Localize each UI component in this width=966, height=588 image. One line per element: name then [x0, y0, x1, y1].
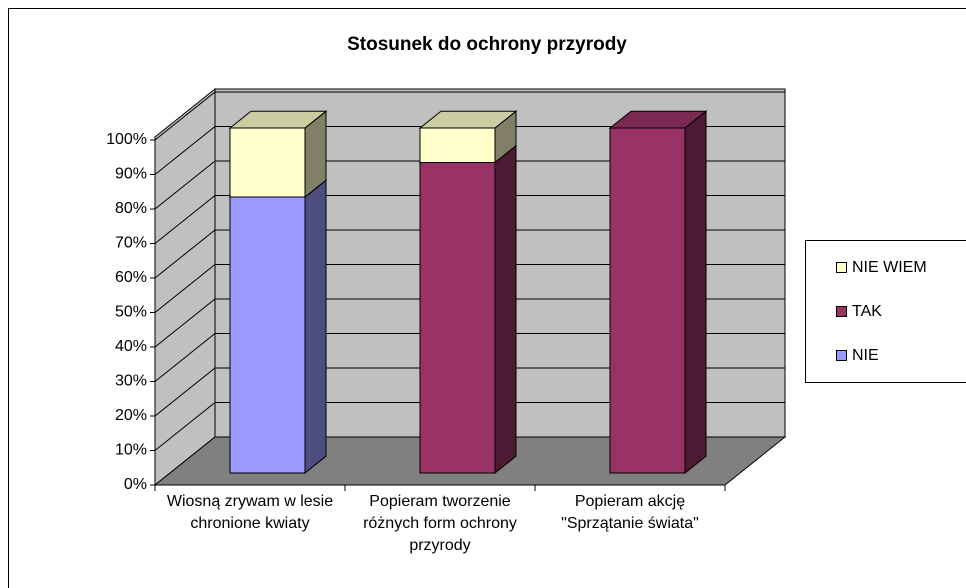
grid-line [154, 195, 785, 244]
legend-label: TAK [852, 303, 882, 320]
bar-front [609, 127, 686, 474]
chart-title: Stosunek do ochrony przyrody [347, 34, 627, 55]
bar-segment [228, 110, 328, 199]
grid-line [154, 402, 785, 451]
bar-segment [418, 144, 518, 475]
bar-top [418, 110, 518, 129]
x-tick-label: Wiosną zrywam w lesie chronione kwiaty [166, 493, 334, 532]
bar-front [419, 127, 496, 163]
grid-line [154, 160, 785, 210]
x-tick-label: Popieram tworzenie różnych form ochrony … [363, 493, 517, 554]
y-tick-label: 40% [115, 338, 147, 355]
legend-swatch [836, 350, 847, 361]
bar-top [228, 110, 328, 129]
bar-side [494, 144, 517, 475]
grid-line [154, 367, 785, 417]
y-tick-label: 30% [115, 373, 147, 390]
bar-segment [608, 110, 708, 475]
legend-box [805, 240, 966, 383]
grid-line [154, 229, 785, 279]
legend-swatch [836, 262, 847, 273]
y-tick-label: 60% [115, 269, 147, 286]
y-tick-label: 50% [115, 304, 147, 321]
legend-swatch [836, 306, 847, 317]
grid-line [154, 264, 785, 313]
y-tick-label: 90% [115, 166, 147, 183]
grid-line [154, 91, 785, 141]
bar-front [229, 196, 306, 474]
side-wall [154, 87, 216, 487]
legend-label: NIE WIEM [852, 259, 927, 276]
y-tick-label: 70% [115, 235, 147, 252]
y-tick-label: 80% [115, 200, 147, 217]
x-tick-label: Popieram akcję "Sprzątanie świata" [561, 493, 699, 532]
y-tick-label: 10% [115, 442, 147, 459]
bar-segment [228, 179, 328, 475]
y-tick-label: 0% [124, 476, 147, 493]
bar-side [304, 179, 327, 475]
grid-line [154, 126, 785, 175]
grid-line [154, 298, 785, 348]
bar-front [229, 127, 306, 198]
legend-label: NIE [852, 347, 879, 364]
bar-top [608, 110, 708, 129]
y-tick-label: 20% [115, 407, 147, 424]
bar-segment [418, 110, 518, 164]
bar-front [419, 162, 496, 474]
y-tick-label: 100% [106, 131, 147, 148]
bar-side [684, 110, 707, 475]
grid-line [154, 333, 785, 382]
